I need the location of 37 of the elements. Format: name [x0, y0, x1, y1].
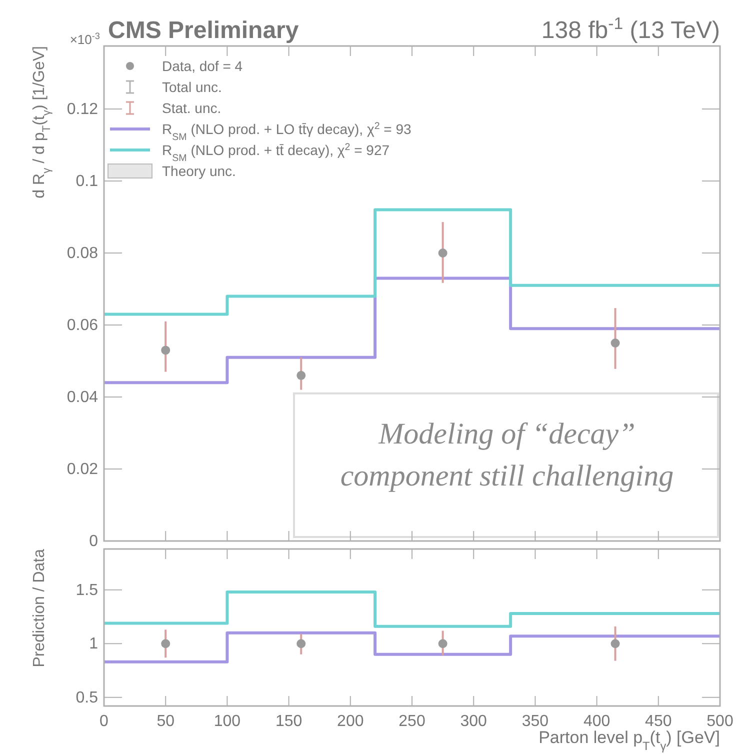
x-tick-label: 0 [100, 713, 109, 730]
annotation: Modeling of “decay” component still challenging [340, 417, 674, 492]
annotation: Theory unc. [162, 163, 236, 179]
y-tick-label: 0.06 [66, 317, 98, 334]
annotation: Total unc. [162, 79, 222, 95]
point [296, 370, 306, 380]
x-tick-label: 500 [706, 713, 734, 730]
y-tick-label: 1 [89, 636, 98, 653]
point [161, 346, 170, 355]
x-tick-label: 400 [583, 713, 610, 730]
legend-label: R$_{SM}$ (NLO prod. + LO tt̄γ decay), χ$^{2}$ = 93 [162, 120, 412, 142]
y-tick-label: 0.1 [76, 173, 98, 190]
legend-label: R$_{SM}$ (NLO prod. + tt̄ decay), χ$^{2}$ = 927 [162, 142, 390, 164]
x-tick-label: 450 [645, 713, 672, 730]
x-tick-label: 50 [156, 713, 175, 730]
x-tick-label: 350 [522, 713, 549, 730]
x-tick-label: 250 [398, 713, 426, 730]
legend-label: Data, dof = 4 [162, 58, 243, 74]
y-tick-label: 0.02 [66, 461, 98, 478]
text: ×10$^{-3}$ [70, 31, 100, 47]
chart-title: CMS Preliminary [108, 17, 300, 44]
x-tick-label: 300 [460, 713, 488, 730]
point [438, 248, 448, 258]
y-tick-label: 0.08 [66, 245, 98, 262]
x-tick-label: 100 [214, 713, 241, 730]
point [610, 338, 620, 348]
x-tick-label: 150 [275, 713, 302, 730]
y-tick-label: 0 [89, 533, 98, 550]
annotation: Stat. unc. [162, 100, 222, 116]
y-tick-label: 0.5 [76, 689, 98, 706]
y-tick-label: 1.5 [76, 582, 98, 599]
y-tick-label: 0.04 [66, 389, 98, 406]
chart-subtitle: 138 fb$^{-1}$ (13 TeV) [541, 14, 720, 44]
x-tick-label: 200 [337, 713, 364, 730]
y-tick-label: 0.12 [66, 101, 98, 118]
x-axis-title: Parton level p$_{T}$(t$_{γ}$) [GeV] [538, 728, 720, 753]
y-axis-title: Prediction / Data [31, 548, 48, 668]
